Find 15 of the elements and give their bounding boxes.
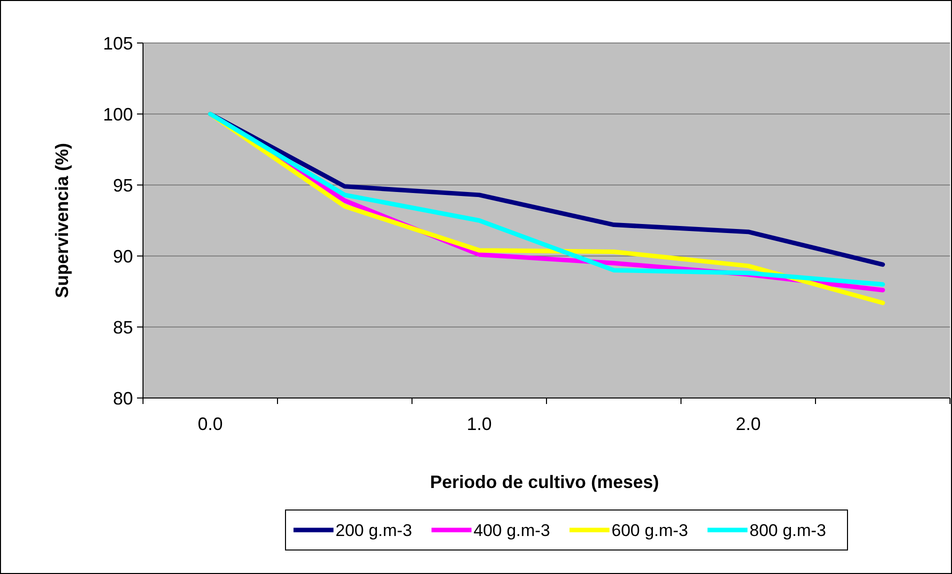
y-tick-label: 100 bbox=[102, 104, 133, 124]
legend-label: 200 g.m-3 bbox=[336, 520, 412, 540]
legend-label: 600 g.m-3 bbox=[612, 520, 688, 540]
x-axis-title: Periodo de cultivo (meses) bbox=[430, 472, 660, 492]
y-tick-label: 80 bbox=[112, 388, 133, 408]
legend-label: 400 g.m-3 bbox=[474, 520, 550, 540]
x-tick-label: 0.0 bbox=[198, 414, 223, 434]
y-tick-label: 95 bbox=[112, 175, 133, 196]
y-tick-label: 105 bbox=[102, 33, 133, 54]
x-tick-label: 2.0 bbox=[736, 414, 761, 434]
legend-label: 800 g.m-3 bbox=[750, 520, 826, 540]
y-tick-label: 85 bbox=[112, 317, 133, 338]
y-tick-label: 90 bbox=[112, 246, 133, 266]
y-axis-title: Supervivencia (%) bbox=[52, 142, 72, 298]
x-tick-label: 1.0 bbox=[466, 414, 492, 434]
